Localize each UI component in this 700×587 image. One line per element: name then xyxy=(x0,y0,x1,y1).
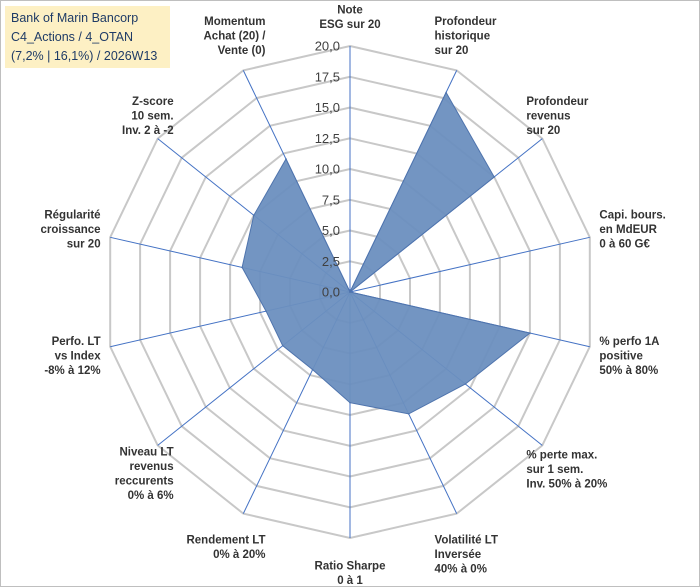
axis-label: Rendement LT 0% à 20% xyxy=(186,534,265,561)
axis-label: Ratio Sharpe 0 à 1 xyxy=(315,561,386,587)
data-point xyxy=(349,291,351,293)
data-point xyxy=(529,332,531,334)
data-point xyxy=(253,214,255,217)
company-name: Bank of Marin Bancorp xyxy=(11,11,139,25)
tick-label: 5,0 xyxy=(322,223,340,238)
tick-label: 10,0 xyxy=(315,162,340,177)
axis-label: Perfo. LT vs Index -8% à 12% xyxy=(44,336,101,377)
data-point xyxy=(464,383,467,385)
tick-label: 17,5 xyxy=(315,69,340,84)
axis-label: Niveau LT revenus reccurents 0% à 6% xyxy=(115,447,174,503)
data-point xyxy=(281,344,284,347)
data-point xyxy=(407,413,410,415)
data-point xyxy=(311,368,314,371)
axis-label: Régularité croissance sur 20 xyxy=(40,210,100,251)
axis-label: Capi. bours. en MdEUR 0 à 60 G€ xyxy=(599,210,665,251)
tick-label: 12,5 xyxy=(315,131,340,146)
data-point xyxy=(241,266,243,269)
tick-label: 7,5 xyxy=(322,192,340,207)
axis-label: % perfo 1A positive 50% à 80% xyxy=(599,336,659,377)
performance-label: (7,2% | 16,1%) / 2026W13 xyxy=(11,49,158,63)
tick-label: 15,0 xyxy=(315,100,340,115)
axis-label: Note ESG sur 20 xyxy=(319,5,380,32)
category-label: C4_Actions / 4_OTAN xyxy=(11,30,134,44)
title-box: Bank of Marin Bancorp C4_Actions / 4_OTA… xyxy=(5,6,170,68)
axis-label: Momentum Achat (20) / Vente (0) xyxy=(204,16,267,57)
axis-label: Profondeur historique sur 20 xyxy=(435,16,497,57)
data-point xyxy=(349,401,351,404)
data-point xyxy=(265,310,267,313)
axis-label: Volatilité LT Inversée 40% à 0% xyxy=(435,534,498,575)
axis-spoke xyxy=(349,236,590,293)
axis-label: Profondeur revenus sur 20 xyxy=(526,96,588,137)
data-point xyxy=(285,158,287,160)
axis-label: % perte max. sur 1 sem. Inv. 50% à 20% xyxy=(526,450,607,491)
tick-label: 0,0 xyxy=(322,285,340,300)
tick-label: 2,5 xyxy=(322,254,340,269)
axis-label: Z-score 10 sem. Inv. 2 à -2 xyxy=(122,96,174,137)
data-area xyxy=(241,91,532,415)
data-point xyxy=(445,91,447,94)
tick-label: 20,0 xyxy=(315,39,340,54)
data-point xyxy=(493,176,496,178)
